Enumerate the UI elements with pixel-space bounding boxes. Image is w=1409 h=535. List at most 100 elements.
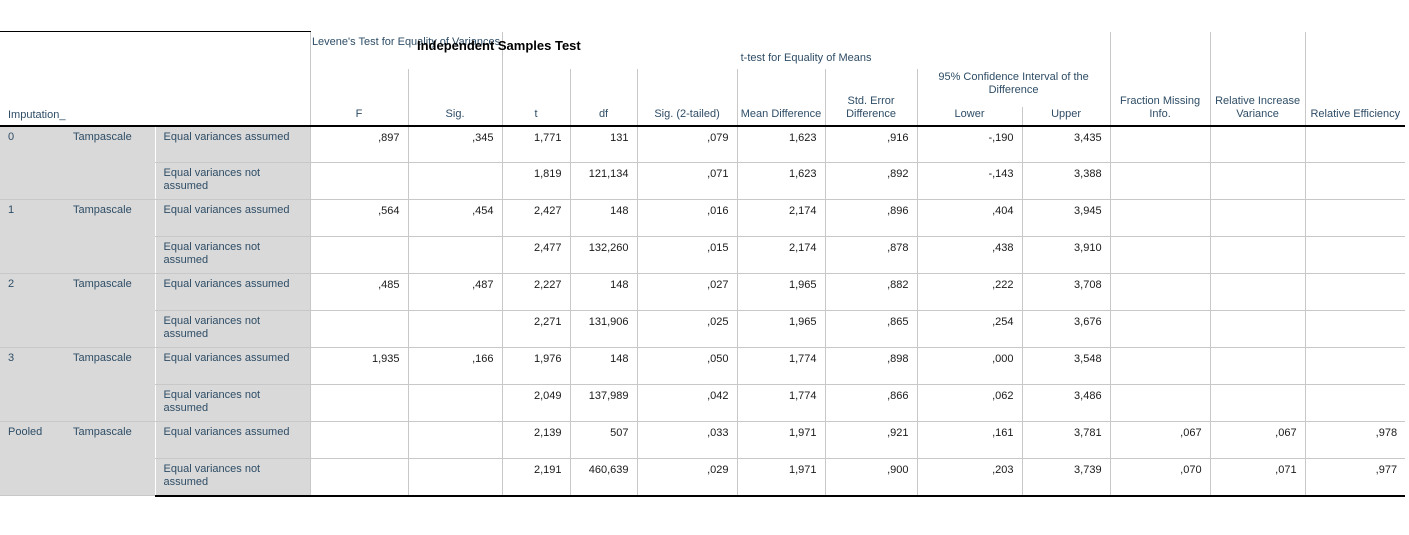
data-cell: ,027 xyxy=(636,273,738,311)
data-cell: 1,771 xyxy=(501,125,571,163)
data-cell xyxy=(309,458,409,497)
data-cell: -,190 xyxy=(916,125,1023,163)
data-cell xyxy=(1109,347,1211,385)
data-cell: 1,965 xyxy=(736,273,826,311)
data-cell xyxy=(1209,384,1306,422)
data-cell: ,898 xyxy=(824,347,918,385)
data-cell xyxy=(1209,310,1306,348)
data-cell: 1,819 xyxy=(501,162,571,200)
data-cell: 507 xyxy=(569,421,638,459)
data-cell xyxy=(1109,236,1211,274)
data-cell xyxy=(407,162,503,200)
row-label: Equal variances not assumed xyxy=(154,310,311,348)
data-cell: 131,906 xyxy=(569,310,638,348)
header-levene-group: Levene's Test for Equality of Variances xyxy=(309,31,503,69)
row-label: Equal variances assumed xyxy=(154,347,311,385)
data-cell: 2,227 xyxy=(501,273,571,311)
imputation-cell: Pooled xyxy=(0,421,65,496)
data-cell xyxy=(309,236,409,274)
data-cell: 3,548 xyxy=(1021,347,1111,385)
data-cell: 1,965 xyxy=(736,310,826,348)
data-cell: 3,945 xyxy=(1021,199,1111,237)
data-cell xyxy=(1209,162,1306,200)
data-cell: 2,049 xyxy=(501,384,571,422)
imputation-cell: 3 xyxy=(0,347,65,422)
data-cell: ,033 xyxy=(636,421,738,459)
data-cell: ,438 xyxy=(916,236,1023,274)
data-cell xyxy=(1304,347,1406,385)
data-cell: 131 xyxy=(569,125,638,163)
data-cell xyxy=(1304,236,1406,274)
data-cell: ,070 xyxy=(1109,458,1211,497)
data-cell: 3,388 xyxy=(1021,162,1111,200)
data-cell: 2,174 xyxy=(736,199,826,237)
data-cell: 3,435 xyxy=(1021,125,1111,163)
variable-cell: Tampascale xyxy=(65,125,155,200)
data-cell xyxy=(1109,310,1211,348)
data-cell xyxy=(1209,199,1306,237)
data-cell: ,203 xyxy=(916,458,1023,497)
data-cell: 1,774 xyxy=(736,384,826,422)
header-ci-group: 95% Confidence Interval of the Differenc… xyxy=(916,68,1111,107)
data-cell: 1,976 xyxy=(501,347,571,385)
data-cell: 460,639 xyxy=(569,458,638,497)
data-cell: 1,935 xyxy=(309,347,409,385)
data-cell xyxy=(407,421,503,459)
spss-output-viewer: { "title": "Independent Samples Test", "… xyxy=(0,31,1409,535)
data-cell xyxy=(1304,162,1406,200)
header-relative-efficiency: Relative Efficiency xyxy=(1304,31,1406,127)
data-cell: ,865 xyxy=(824,310,918,348)
data-cell: ,050 xyxy=(636,347,738,385)
data-cell: 2,271 xyxy=(501,310,571,348)
data-cell: 2,139 xyxy=(501,421,571,459)
header-imputation: Imputation_ xyxy=(0,31,311,127)
row-label: Equal variances not assumed xyxy=(154,162,311,200)
data-cell: ,000 xyxy=(916,347,1023,385)
data-cell: 2,191 xyxy=(501,458,571,497)
imputation-cell: 0 xyxy=(0,125,65,200)
variable-cell: Tampascale xyxy=(65,421,155,496)
header-t: t xyxy=(501,68,571,127)
data-cell: ,878 xyxy=(824,236,918,274)
data-cell xyxy=(1109,125,1211,163)
data-cell: ,025 xyxy=(636,310,738,348)
data-cell xyxy=(1109,384,1211,422)
data-cell: ,071 xyxy=(1209,458,1306,497)
data-cell: ,896 xyxy=(824,199,918,237)
data-cell: ,897 xyxy=(309,125,409,163)
header-lower: Lower xyxy=(916,106,1023,127)
data-cell: 3,486 xyxy=(1021,384,1111,422)
data-cell xyxy=(309,310,409,348)
header-mean-difference: Mean Difference xyxy=(736,68,826,127)
header-std-error-difference: Std. Error Difference xyxy=(824,68,918,127)
data-cell xyxy=(1304,125,1406,163)
data-cell: 132,260 xyxy=(569,236,638,274)
data-cell xyxy=(1209,347,1306,385)
data-cell xyxy=(1304,310,1406,348)
variable-cell: Tampascale xyxy=(65,199,155,274)
data-cell: ,067 xyxy=(1209,421,1306,459)
data-cell xyxy=(1109,162,1211,200)
data-cell xyxy=(1109,273,1211,311)
data-cell xyxy=(309,384,409,422)
row-label: Equal variances assumed xyxy=(154,421,311,459)
data-cell: 2,174 xyxy=(736,236,826,274)
data-cell: ,062 xyxy=(916,384,1023,422)
data-cell: ,071 xyxy=(636,162,738,200)
table-title: Independent Samples Test xyxy=(417,38,581,53)
data-cell xyxy=(1209,273,1306,311)
data-cell: ,916 xyxy=(824,125,918,163)
data-cell xyxy=(407,458,503,497)
data-cell: ,016 xyxy=(636,199,738,237)
data-cell: ,454 xyxy=(407,199,503,237)
data-cell: 148 xyxy=(569,273,638,311)
data-cell: 3,676 xyxy=(1021,310,1111,348)
data-cell: 2,477 xyxy=(501,236,571,274)
header-df: df xyxy=(569,68,638,127)
data-cell: ,900 xyxy=(824,458,918,497)
header-fraction-missing: Fraction Missing Info. xyxy=(1109,31,1211,127)
data-cell: -,143 xyxy=(916,162,1023,200)
data-cell: ,067 xyxy=(1109,421,1211,459)
data-cell: ,564 xyxy=(309,199,409,237)
row-label: Equal variances not assumed xyxy=(154,236,311,274)
